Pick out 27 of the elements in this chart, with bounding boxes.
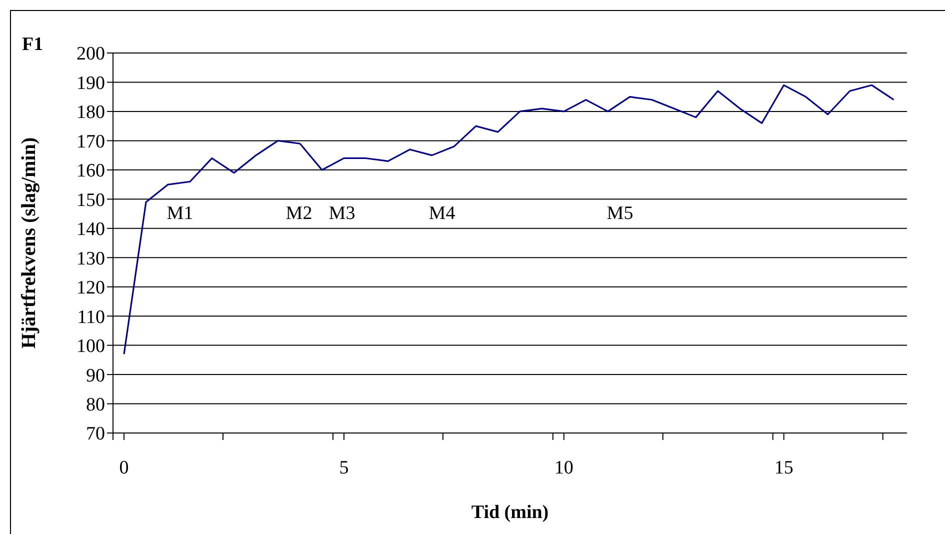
y-tick-label: 170 bbox=[76, 131, 105, 152]
y-tick-label: 190 bbox=[76, 72, 105, 94]
x-tick-label: 15 bbox=[774, 457, 794, 478]
y-tick-label: 160 bbox=[76, 160, 105, 182]
y-tick-label: 150 bbox=[76, 190, 105, 211]
y-tick-label: 200 bbox=[76, 44, 105, 65]
y-tick-label: 130 bbox=[76, 248, 105, 270]
annotation: M5 bbox=[606, 203, 634, 225]
y-tick-label: 120 bbox=[76, 278, 105, 299]
y-tick-label: 90 bbox=[86, 365, 105, 386]
x-tick-label: 0 bbox=[119, 457, 129, 478]
y-tick-label: 70 bbox=[86, 424, 105, 445]
chart-title: F1 bbox=[22, 34, 44, 56]
annotation: M2 bbox=[286, 203, 312, 225]
x-tick-label: 5 bbox=[339, 457, 349, 478]
annotation: M3 bbox=[328, 203, 356, 225]
annotation: M4 bbox=[428, 203, 456, 225]
annotation: M1 bbox=[166, 203, 194, 225]
x-tick-label: 10 bbox=[554, 457, 574, 478]
line-series bbox=[123, 84, 895, 355]
y-tick-label: 80 bbox=[86, 394, 105, 416]
x-axis-title: Tid (min) bbox=[471, 502, 549, 523]
y-tick-label: 140 bbox=[76, 219, 105, 240]
y-tick-label: 100 bbox=[76, 336, 105, 358]
y-axis-title: Hjärtfrekvens (slag/min) bbox=[18, 137, 40, 349]
y-tick-label: 180 bbox=[76, 102, 105, 124]
y-tick-label: 110 bbox=[77, 306, 105, 328]
